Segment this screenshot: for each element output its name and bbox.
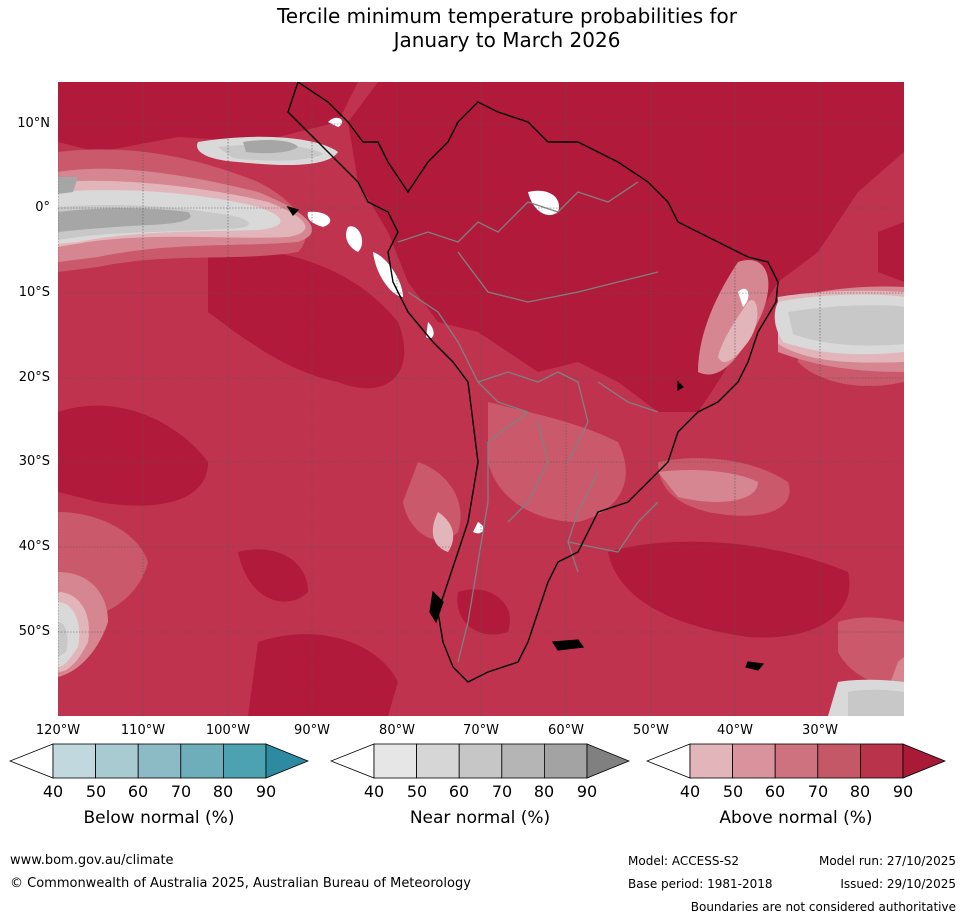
legend-near-normal: 40 50 60 70 80 90 Near normal (%) — [330, 743, 630, 833]
colorbar-min-extension — [9, 743, 54, 779]
title-line-1: Tercile minimum temperature probabilitie… — [276, 4, 738, 28]
colorbar-max-extension — [586, 743, 630, 779]
legend-tick: 90 — [255, 782, 277, 801]
colorbar-segment — [52, 743, 96, 779]
colorbar-segment — [137, 743, 182, 779]
coastline — [287, 82, 779, 683]
legend-tick: 90 — [892, 782, 914, 801]
legend-tick: 60 — [127, 782, 149, 801]
colorbar-max-extension — [265, 743, 309, 779]
legend-tick: 70 — [807, 782, 829, 801]
lat-label-10n: 10°N — [17, 116, 50, 131]
lat-label-30s: 30°S — [18, 454, 50, 469]
legend-tick: 70 — [491, 782, 513, 801]
issued-date: Issued: 29/10/2025 — [840, 877, 956, 891]
colorbar-segment — [501, 743, 545, 779]
legend-near-normal-colorbar — [330, 743, 630, 779]
near-normal-80-regions — [58, 139, 298, 232]
map-canvas — [58, 82, 904, 716]
legend-tick: 50 — [85, 782, 107, 801]
model-run-date: Model run: 27/10/2025 — [818, 854, 956, 868]
legend-below-normal-colorbar — [9, 743, 309, 779]
website-link[interactable]: www.bom.gov.au/climate — [10, 853, 174, 868]
colorbar-segment — [774, 743, 819, 779]
legend-tick: 60 — [764, 782, 786, 801]
colorbar-max-extension — [902, 743, 946, 779]
colorbar-segment — [543, 743, 588, 779]
lat-label-0: 0° — [35, 200, 50, 215]
legend-title: Near normal (%) — [409, 808, 551, 828]
legend-tick: 60 — [448, 782, 470, 801]
colorbar-min-extension — [646, 743, 691, 779]
lon-label-50w: 50°W — [633, 723, 669, 738]
lat-label-40s: 40°S — [18, 539, 50, 554]
colorbar-segment — [95, 743, 139, 779]
legend-tick: 80 — [533, 782, 555, 801]
lon-label-90w: 90°W — [294, 723, 330, 738]
lon-label-60w: 60°W — [548, 723, 584, 738]
lon-label-110w: 110°W — [120, 723, 166, 738]
above-90-regions — [58, 82, 904, 716]
legend-tick: 40 — [679, 782, 701, 801]
lat-label-10s: 10°S — [18, 285, 50, 300]
lat-label-20s: 20°S — [18, 370, 50, 385]
legend-tick: 90 — [576, 782, 598, 801]
lon-label-120w: 120°W — [35, 723, 81, 738]
colorbar-min-extension — [330, 743, 375, 779]
colorbar-segment — [817, 743, 861, 779]
title-line-2: January to March 2026 — [393, 28, 621, 52]
lon-label-80w: 80°W — [379, 723, 415, 738]
colorbar-segment — [689, 743, 733, 779]
legend-tick: 40 — [363, 782, 385, 801]
legend-tick: 80 — [849, 782, 871, 801]
model-name: Model: ACCESS-S2 — [628, 854, 740, 868]
colorbar-segment — [458, 743, 503, 779]
legend-tick: 50 — [406, 782, 428, 801]
colorbar-segment — [222, 743, 267, 779]
boundaries-disclaimer: Boundaries are not considered authoritat… — [690, 900, 956, 914]
legend-tick: 40 — [42, 782, 64, 801]
legend-tick: 70 — [170, 782, 192, 801]
lon-label-30w: 30°W — [802, 723, 838, 738]
base-period: Base period: 1981-2018 — [628, 877, 773, 891]
probability-map — [58, 82, 904, 716]
legend-title: Below normal (%) — [83, 808, 235, 828]
colorbar-segment — [732, 743, 776, 779]
colorbar-segment — [373, 743, 417, 779]
lon-label-40w: 40°W — [717, 723, 753, 738]
legend-above-normal-colorbar — [646, 743, 946, 779]
legend-tick: 50 — [722, 782, 744, 801]
lon-label-70w: 70°W — [463, 723, 499, 738]
legend-tick: 80 — [212, 782, 234, 801]
copyright-notice: © Commonwealth of Australia 2025, Austra… — [10, 876, 471, 891]
country-borders — [397, 181, 659, 663]
colorbar-segment — [180, 743, 224, 779]
legend-above-normal: 40 50 60 70 80 90 Above normal (%) — [646, 743, 946, 833]
graticule — [58, 82, 904, 716]
legend-below-normal: 40 50 60 70 80 90 Below normal (%) — [9, 743, 309, 833]
colorbar-segment — [416, 743, 460, 779]
legend-title: Above normal (%) — [719, 808, 873, 828]
lat-label-50s: 50°S — [18, 624, 50, 639]
islands — [286, 205, 765, 671]
lon-label-100w: 100°W — [205, 723, 251, 738]
colorbar-segment — [859, 743, 904, 779]
map-title: Tercile minimum temperature probabilitie… — [0, 4, 965, 52]
